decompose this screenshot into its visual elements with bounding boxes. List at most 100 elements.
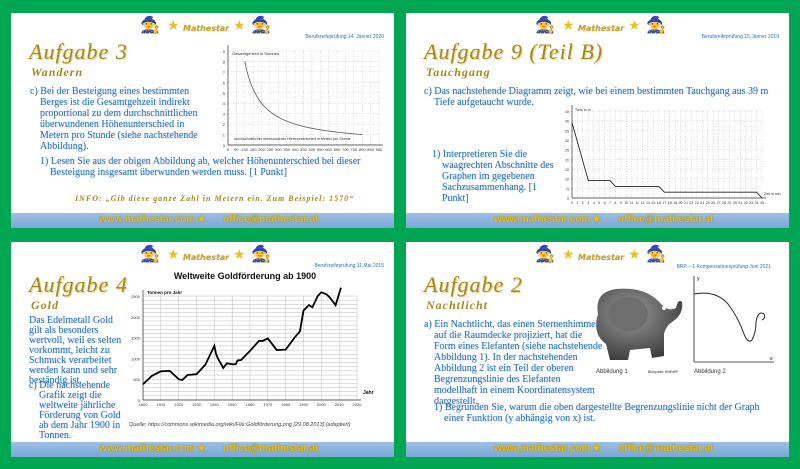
wizard-icon: 🧙 <box>251 246 271 263</box>
x-tick-label: 33 <box>749 201 753 205</box>
boundary-curve <box>693 292 766 342</box>
y-tick-label: 0 <box>138 398 141 403</box>
x-axis-label: x <box>770 356 773 362</box>
chart-title: Weltweite Goldförderung ab 1900 <box>174 271 316 281</box>
y-tick-label: 20 <box>565 158 569 162</box>
email-link[interactable]: office@mathestar.at <box>618 214 714 225</box>
x-tick-label: 500 <box>309 147 316 152</box>
y-tick-label: 500 <box>133 377 140 382</box>
y-tick-label: 0 <box>567 197 569 201</box>
wizard-icon: 🧙 <box>535 17 555 34</box>
mathestar-logo: 🧙 ★ Mathestar ★ 🧙 <box>406 15 789 39</box>
email-link[interactable]: office@mathestar.at <box>618 443 714 454</box>
y-tick-label: 6 <box>223 80 226 85</box>
mathestar-logo: 🧙 ★ Mathestar ★ 🧙 <box>406 244 789 268</box>
x-tick-label: 24 <box>700 201 704 205</box>
x-tick-label: 0 <box>227 147 230 152</box>
star-icon: ★ <box>233 248 246 263</box>
slide-aufgabe-2: 🧙 ★ Mathestar ★ 🧙 BRP – 1 Kompensationsprüfu… <box>406 242 789 457</box>
wizard-icon: 🧙 <box>140 17 160 34</box>
task-text: a) Ein Nachtlicht, das einen Sternenhimm… <box>424 319 603 407</box>
star-icon: ★ <box>628 19 641 34</box>
x-tick-label: 15 <box>651 201 655 205</box>
x-tick-label: 11 <box>630 201 634 205</box>
y-tick-label: 10 <box>565 178 569 182</box>
x-tick-label: 900 <box>376 147 383 152</box>
y-tick-label: 40 <box>565 120 569 124</box>
x-tick-label: 34 <box>755 201 759 205</box>
y-tick-label: 5 <box>567 187 569 191</box>
star-icon: ★ <box>592 443 601 454</box>
x-tick-label: 3 <box>587 201 589 205</box>
wizard-icon: 🧙 <box>646 17 666 34</box>
x-tick-label: 35 <box>760 201 764 205</box>
star-icon: ★ <box>233 19 246 34</box>
x-tick-label: 6 <box>604 201 606 205</box>
x-tick-label: 10 <box>624 201 628 205</box>
x-tick-label: 17 <box>662 201 666 205</box>
question-text: 1) Lesen Sie aus der obigen Abbildung ab… <box>40 156 361 178</box>
x-tick-label: 550 <box>317 147 324 152</box>
x-tick-label: 32 <box>744 201 748 205</box>
image-credit: Bildquelle: BMBWF <box>648 370 679 374</box>
email-link[interactable]: office@mathestar.at <box>223 214 319 225</box>
x-tick-label: 800 <box>359 147 366 152</box>
fig1-caption: Abbildung 1 <box>596 369 628 375</box>
wizard-icon: 🧙 <box>646 246 666 263</box>
task-text: c) Das nachstehende Diagramm zeigt, wie … <box>424 86 769 108</box>
x-tick-label: 8 <box>614 201 616 205</box>
mathestar-logo: 🧙 ★ Mathestar ★ 🧙 <box>11 244 394 268</box>
y-tick-label: 5 <box>223 91 226 96</box>
x-tick-label: 5 <box>598 201 600 205</box>
exam-date: Berufsreifeprüfung 11.Mai 2015 <box>314 263 384 269</box>
footer: www.mathestar.com ★ office@mathestar.at <box>406 213 789 228</box>
x-tick-label: 1960 <box>246 402 256 407</box>
source-note: Quelle: https://commons.wikimedia.org/wi… <box>129 422 351 428</box>
x-axis-label: durchschnittlicher überwundener Höhenunt… <box>234 137 351 141</box>
star-icon: ★ <box>562 248 575 263</box>
y-tick-label: 1500 <box>131 336 141 341</box>
question-text: 1) Interpretieren Sie die waagrechten Ab… <box>432 149 554 204</box>
x-tick-label: 22 <box>689 201 693 205</box>
exam-date: BRP – 1 Kompensationsprüfung Juni 2021 <box>676 264 771 270</box>
y-axis-label: Tonnen pro Jahr <box>147 290 182 295</box>
y-tick-label: 9 <box>223 49 226 54</box>
data-line <box>142 287 342 385</box>
brand-name: Mathestar <box>183 253 230 262</box>
figure-2-graph: y x <box>693 276 774 363</box>
slide-aufgabe-4: 🧙 ★ Mathestar ★ 🧙 Berufsreifeprüfung 11.Mai … <box>11 242 394 457</box>
x-tick-label: 27 <box>717 201 721 205</box>
website-link[interactable]: www.mathestar.com <box>494 443 591 454</box>
y-tick-label: 2500 <box>131 294 141 299</box>
x-tick-label: 14 <box>646 201 650 205</box>
exam-date: Berufsreifeprüfung 14. Jänner 2020 <box>305 34 384 40</box>
wizard-icon: 🧙 <box>251 17 271 34</box>
x-tick-label: 700 <box>342 147 349 152</box>
wizard-icon: 🧙 <box>140 246 160 263</box>
slide-title: Aufgabe 3 <box>29 39 128 64</box>
star-icon: ★ <box>562 19 575 34</box>
y-tick-label: 2 <box>223 122 226 127</box>
website-link[interactable]: www.mathestar.com <box>494 214 591 225</box>
y-tick-label: 45 <box>565 110 569 114</box>
mathestar-logo: 🧙 ★ Mathestar ★ 🧙 <box>11 15 394 39</box>
x-tick-label: 20 <box>679 201 683 205</box>
email-link[interactable]: office@mathestar.at <box>223 443 319 454</box>
website-link[interactable]: www.mathestar.com <box>99 443 196 454</box>
y-tick-label: 7 <box>223 70 226 75</box>
y-tick-label: 25 <box>565 149 569 153</box>
x-axis-label: Jahr <box>363 390 374 396</box>
x-tick-label: 0 <box>571 201 573 205</box>
x-tick-label: 250 <box>267 147 274 152</box>
x-tick-label: 1930 <box>192 402 202 407</box>
star-icon: ★ <box>197 214 206 225</box>
y-axis-label: Tiefe in m <box>575 108 591 112</box>
x-tick-label: 2000 <box>317 402 327 407</box>
y-tick-label: 1 <box>223 133 226 138</box>
y-tick-label: 15 <box>565 168 569 172</box>
website-link[interactable]: www.mathestar.com <box>99 214 196 225</box>
star-icon: ★ <box>167 248 180 263</box>
info-text: INFO: „Gib diese ganze Zahl in Metern ei… <box>75 194 355 203</box>
x-tick-label: 1950 <box>228 402 238 407</box>
brand-name: Mathestar <box>578 253 625 262</box>
